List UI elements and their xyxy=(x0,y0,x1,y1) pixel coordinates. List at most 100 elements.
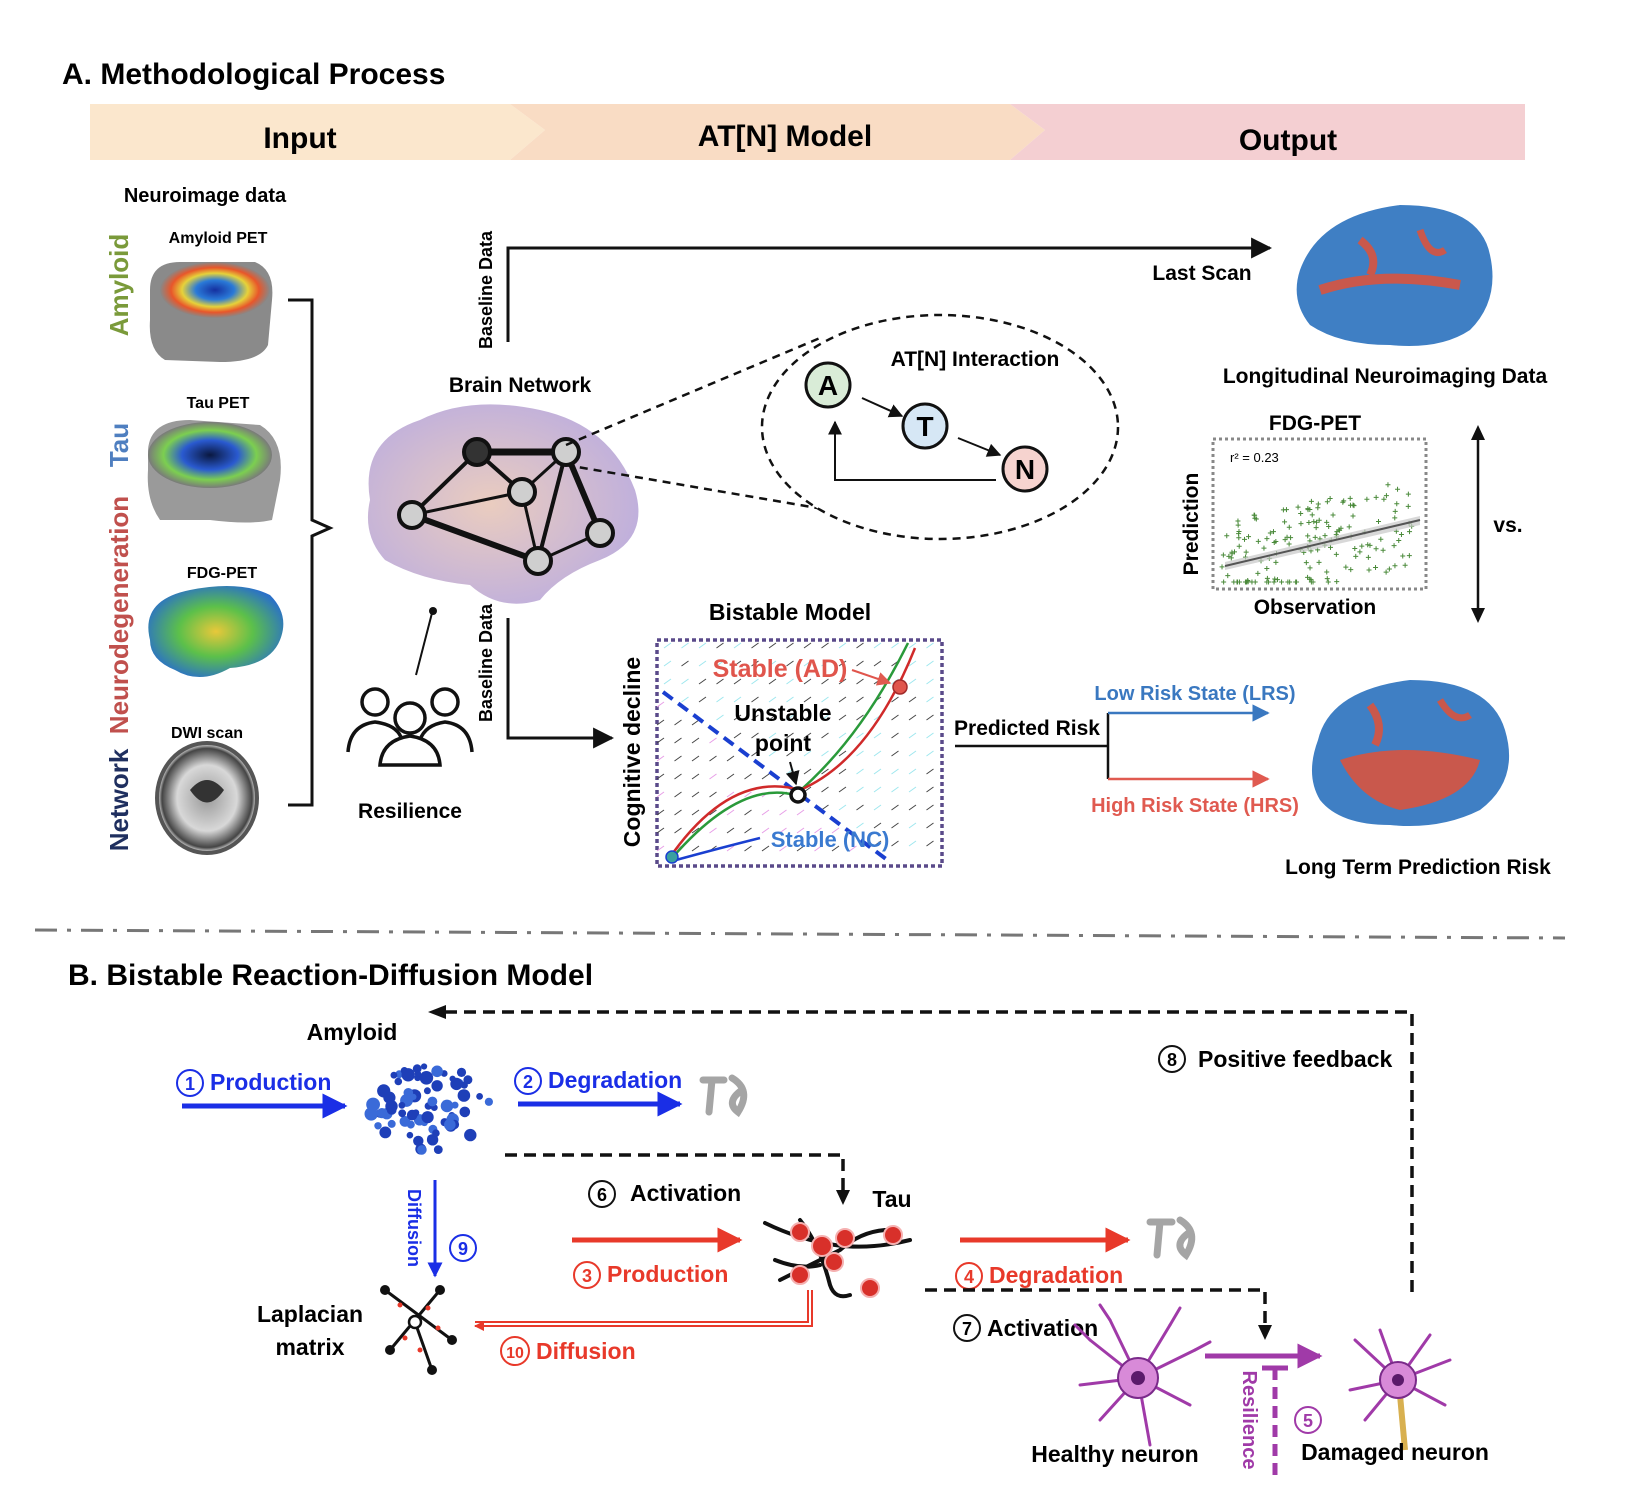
scatter-point xyxy=(1236,535,1242,541)
vector-field-arrow xyxy=(691,827,700,834)
amyloid-blob xyxy=(406,1131,414,1139)
scan-amyloid-label: Amyloid PET xyxy=(169,230,268,247)
vector-field-arrow xyxy=(838,732,847,739)
brain-network-graphic xyxy=(367,404,639,604)
vector-field-arrow xyxy=(821,750,829,757)
scatter-point xyxy=(1235,522,1241,528)
scatter-point xyxy=(1367,542,1373,548)
modality-neurodegeneration-label: Neurodegeneration xyxy=(104,496,134,734)
step-9-badge xyxy=(449,1234,477,1262)
vector-field-arrow xyxy=(733,642,742,649)
scatter-point xyxy=(1306,520,1312,526)
vector-field-arrow xyxy=(838,750,847,757)
atn-node-n-label: N xyxy=(1015,454,1035,485)
vector-field-arrow xyxy=(873,660,882,667)
vector-field-arrow xyxy=(796,845,805,852)
scatter-point xyxy=(1352,546,1358,552)
vector-field-arrow xyxy=(768,696,777,703)
tau-label: Tau xyxy=(872,1186,911,1212)
bistable-nc-trajectory xyxy=(675,836,761,862)
scatter-point xyxy=(1243,549,1249,555)
vector-field-arrow xyxy=(891,696,899,703)
scatter-point xyxy=(1273,559,1279,565)
people-icon xyxy=(346,687,474,767)
scatter-ylabel: Prediction xyxy=(1180,473,1203,576)
scatter-point xyxy=(1264,579,1270,585)
scatter-point xyxy=(1324,569,1330,575)
vector-field-arrow xyxy=(709,827,717,834)
scatter-point xyxy=(1229,549,1235,555)
resilience-connector-dot xyxy=(429,607,437,615)
vector-field-arrow xyxy=(856,768,864,775)
vector-field-arrow xyxy=(908,804,917,811)
vector-field-arrow xyxy=(926,696,934,703)
vector-field-arrow xyxy=(873,822,882,829)
healthy-neuron-image xyxy=(1073,1303,1212,1447)
lrs-label: Low Risk State (LRS) xyxy=(1094,683,1295,705)
scatter-point xyxy=(1219,564,1225,570)
tau-pet-image xyxy=(147,420,281,523)
vector-field-arrow xyxy=(744,827,752,834)
vector-field-arrow xyxy=(821,696,829,703)
scatter-point xyxy=(1314,519,1320,525)
vector-field-arrow xyxy=(838,696,847,703)
step-6-label: Activation xyxy=(630,1180,741,1206)
scatter-point xyxy=(1385,482,1391,488)
scatter-point xyxy=(1324,499,1330,505)
amyloid-blob xyxy=(432,1129,440,1137)
vector-field-arrow xyxy=(768,750,777,757)
vector-field-arrow xyxy=(803,660,812,667)
vector-field-arrow xyxy=(908,840,917,847)
vector-field-arrow xyxy=(856,714,864,721)
modality-tau-label: Tau xyxy=(104,423,134,467)
vector-field-arrow xyxy=(873,642,882,649)
vector-field-arrow xyxy=(744,809,752,816)
scatter-point xyxy=(1271,579,1277,585)
scatter-point xyxy=(1264,536,1270,542)
scatter-point xyxy=(1351,503,1357,509)
vector-field-arrow xyxy=(786,714,794,721)
scatter-point xyxy=(1400,553,1406,559)
step-3-label: Production xyxy=(607,1261,728,1287)
scatter-point xyxy=(1365,542,1371,548)
vector-field-arrow xyxy=(674,773,682,780)
vector-field-arrow xyxy=(891,642,899,649)
long-term-brain-image xyxy=(1311,680,1510,826)
amyloid-blob xyxy=(412,1109,420,1117)
amyloid-blob xyxy=(423,1087,431,1095)
vector-field-arrow xyxy=(856,822,864,829)
step-4-label: Degradation xyxy=(989,1262,1123,1288)
vector-field-arrow xyxy=(838,786,847,793)
amyloid-blob xyxy=(390,1071,398,1079)
atn-node-t xyxy=(901,402,949,450)
process-band: Input AT[N] Model Output xyxy=(90,104,1525,160)
vector-field-arrow xyxy=(726,791,735,798)
bistable-stable-ad-point xyxy=(892,679,908,695)
step-9-label: Diffusion xyxy=(404,1189,424,1267)
scatter-point xyxy=(1310,579,1316,585)
vector-field-arrow xyxy=(716,660,724,667)
scatter-point xyxy=(1305,507,1311,513)
scatter-point xyxy=(1298,510,1304,516)
scatter-point xyxy=(1242,536,1248,542)
step-8-label: Positive feedback xyxy=(1198,1046,1393,1072)
band-output-label: Output xyxy=(1239,124,1337,157)
step-1-production: 1 Production xyxy=(176,1069,348,1119)
vector-field-arrow xyxy=(814,845,822,852)
atn-node-a xyxy=(804,361,852,409)
damaged-neuron-image xyxy=(1348,1328,1452,1451)
scatter-point xyxy=(1220,552,1226,558)
scatter-point xyxy=(1343,564,1349,570)
scatter-point xyxy=(1305,533,1311,539)
vector-field-arrow xyxy=(786,732,794,739)
longitudinal-data-label: Longitudinal Neuroimaging Data xyxy=(1223,365,1548,388)
amyloid-blob xyxy=(414,1070,422,1077)
long-term-risk-label: Long Term Prediction Risk xyxy=(1285,856,1551,879)
resilience-connector xyxy=(415,612,433,676)
vector-field-arrow xyxy=(691,791,700,798)
section-b-title: B. Bistable Reaction-Diffusion Model xyxy=(68,959,593,992)
vector-field-arrow xyxy=(733,660,742,667)
vector-field-arrow xyxy=(803,768,812,775)
step-4-number: 4 xyxy=(964,1267,974,1287)
vector-field-arrow xyxy=(751,714,759,721)
